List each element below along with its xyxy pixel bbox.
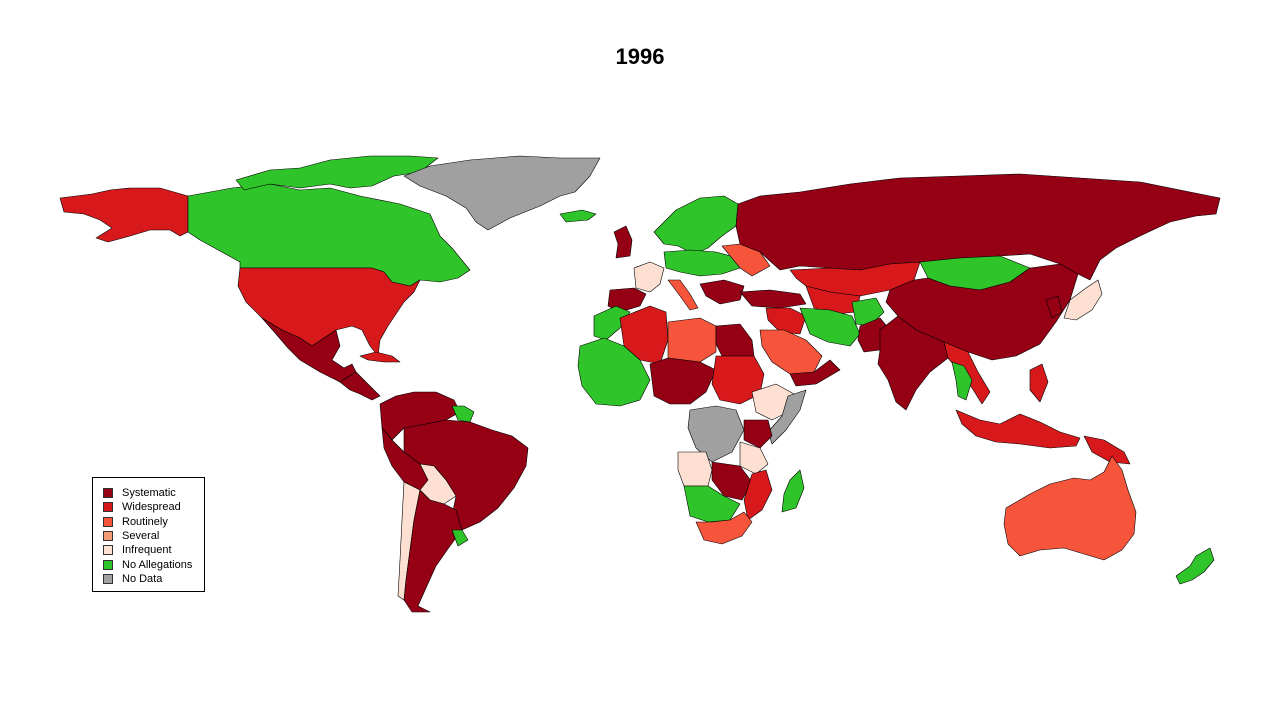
legend-swatch [103, 502, 113, 513]
legend-label: Widespread [122, 501, 181, 514]
region-egypt [715, 323, 755, 357]
region-uruguay [451, 529, 469, 547]
region-japan [1063, 279, 1103, 321]
legend-swatch [103, 488, 113, 499]
legend-swatch [103, 573, 113, 584]
map-title: 1996 [615, 44, 665, 69]
legend-item-several: Several [93, 529, 204, 543]
legend-label: No Data [122, 572, 163, 585]
region-new-zealand [1175, 547, 1215, 585]
region-congo [687, 405, 745, 463]
region-central-america [339, 371, 381, 401]
region-mexico [261, 317, 357, 383]
region-angola [677, 451, 713, 487]
legend-item-routinely: Routinely [93, 515, 204, 529]
region-sudan [711, 355, 765, 405]
region-png [1083, 435, 1131, 465]
legend-label: Several [122, 530, 160, 543]
legend-item-no-allegations: No Allegations [93, 557, 204, 571]
region-south-africa [695, 511, 753, 545]
legend: Systematic Widespread Routinely Several Infr… [92, 477, 205, 592]
region-madagascar [781, 469, 805, 513]
region-russia [735, 173, 1221, 281]
region-greenland [403, 155, 601, 231]
region-tanzania [739, 441, 769, 475]
region-indonesia [955, 409, 1081, 449]
region-turkey [739, 289, 807, 309]
region-philippines [1029, 363, 1049, 403]
legend-label: Routinely [122, 515, 168, 528]
region-mozambique [743, 469, 773, 521]
legend-item-no-data: No Data [93, 572, 204, 586]
legend-swatch [103, 516, 113, 527]
region-west-africa [577, 337, 651, 407]
legend-label: Systematic [122, 487, 176, 500]
legend-swatch [103, 531, 113, 542]
legend-item-systematic: Systematic [93, 486, 204, 500]
region-central-europe [663, 249, 741, 277]
region-canada [187, 183, 471, 287]
legend-label: Infrequent [122, 544, 172, 557]
region-balkans [699, 279, 745, 305]
region-thailand [951, 361, 973, 401]
region-yemen-oman [789, 359, 841, 387]
legend-swatch [103, 545, 113, 556]
region-argentina [403, 489, 463, 613]
region-india [877, 315, 949, 411]
region-iran [799, 307, 861, 347]
region-morocco [593, 305, 631, 341]
legend-swatch [103, 559, 113, 570]
region-canada-arctic-islands [235, 155, 439, 191]
region-libya [667, 317, 717, 363]
region-korea [1045, 295, 1063, 319]
region-somalia [767, 389, 807, 445]
region-alaska [59, 187, 189, 243]
region-uk [613, 225, 633, 259]
legend-item-infrequent: Infrequent [93, 543, 204, 557]
region-australia [1003, 455, 1137, 561]
legend-label: No Allegations [122, 558, 193, 571]
legend-item-widespread: Widespread [93, 500, 204, 514]
region-zambia [711, 461, 753, 501]
region-sahel-central [649, 357, 717, 405]
region-guianas [451, 405, 475, 423]
region-namibia-botswana [683, 485, 741, 523]
region-saudi-arabia [759, 329, 823, 375]
region-iceland [559, 209, 597, 223]
region-cuba [359, 351, 401, 363]
region-scandinavia [653, 195, 739, 255]
region-italy [667, 279, 699, 311]
region-france [633, 261, 665, 293]
region-iraq-syria [765, 307, 807, 335]
region-iberia [607, 287, 647, 313]
region-kenya [743, 419, 773, 449]
